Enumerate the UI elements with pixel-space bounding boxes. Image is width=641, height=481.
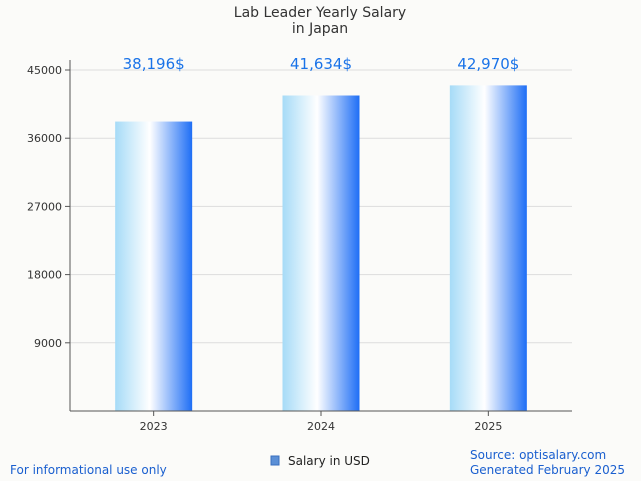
bars [115, 85, 527, 412]
chart-title: Lab Leader Yearly Salary [234, 5, 406, 21]
chart-subtitle: in Japan [292, 21, 348, 37]
y-tick-label: 36000 [27, 132, 62, 145]
data-label-2024: 41,634$ [290, 55, 352, 73]
x-tick-label-2024: 2024 [307, 420, 335, 433]
legend-label: Salary in USD [288, 454, 370, 468]
data-labels: 38,196$ 41,634$ 42,970$ [123, 55, 520, 73]
footer-source: Source: optisalary.com [470, 448, 606, 462]
x-axis-ticks: 2023 2024 2025 [140, 411, 502, 433]
footer-disclaimer: For informational use only [10, 463, 167, 477]
y-tick-label: 45000 [27, 64, 62, 77]
y-axis-ticks: 9000 18000 27000 36000 45000 [27, 64, 70, 350]
bar-2023 [115, 121, 193, 411]
legend: Salary in USD [270, 454, 370, 468]
data-label-2023: 38,196$ [123, 55, 185, 73]
bar-2025 [449, 85, 527, 412]
y-tick-label: 18000 [27, 269, 62, 282]
footer-generated: Generated February 2025 [470, 463, 625, 477]
x-tick-label-2023: 2023 [140, 420, 168, 433]
x-tick-label-2025: 2025 [474, 420, 502, 433]
y-tick-label: 27000 [27, 200, 62, 213]
bar-2024 [282, 95, 360, 411]
data-label-2025: 42,970$ [457, 55, 519, 73]
legend-swatch [270, 455, 280, 466]
y-tick-label: 9000 [34, 337, 62, 350]
